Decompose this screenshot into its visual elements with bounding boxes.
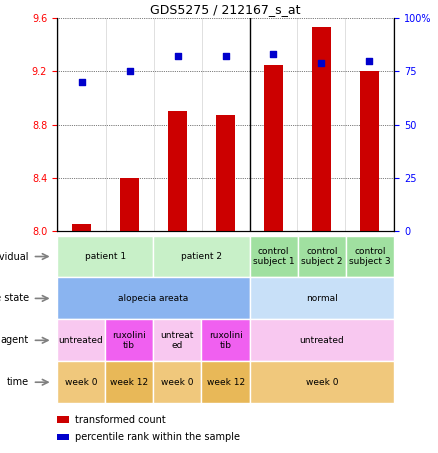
FancyBboxPatch shape (250, 277, 394, 319)
FancyBboxPatch shape (105, 361, 153, 403)
Text: week 12: week 12 (110, 378, 148, 387)
Text: week 12: week 12 (206, 378, 245, 387)
Text: time: time (7, 377, 29, 387)
Bar (168, 111, 187, 231)
FancyBboxPatch shape (250, 236, 298, 277)
Point (78, 78, 85, 86)
Bar (120, 178, 139, 231)
Bar (312, 28, 331, 231)
FancyBboxPatch shape (57, 319, 105, 361)
Text: untreated: untreated (59, 336, 103, 345)
Text: alopecia areata: alopecia areata (118, 294, 188, 303)
Text: patient 2: patient 2 (181, 252, 222, 261)
Text: untreat
ed: untreat ed (161, 331, 194, 350)
Text: normal: normal (306, 294, 338, 303)
Text: percentile rank within the sample: percentile rank within the sample (75, 432, 240, 442)
FancyBboxPatch shape (57, 361, 105, 403)
Text: control
subject 2: control subject 2 (301, 247, 343, 266)
Point (126, 68, 133, 75)
Point (174, 53, 181, 60)
Text: patient 1: patient 1 (85, 252, 126, 261)
Bar (264, 65, 283, 231)
Text: individual: individual (0, 251, 29, 261)
Bar (57, 434, 69, 440)
FancyBboxPatch shape (250, 319, 394, 361)
Text: control
subject 3: control subject 3 (349, 247, 391, 266)
FancyBboxPatch shape (201, 319, 250, 361)
Point (270, 51, 277, 58)
Text: week 0: week 0 (306, 378, 338, 387)
Text: transformed count: transformed count (75, 414, 166, 424)
Text: week 0: week 0 (161, 378, 194, 387)
FancyBboxPatch shape (153, 319, 201, 361)
Bar (360, 72, 379, 231)
FancyBboxPatch shape (250, 361, 394, 403)
FancyBboxPatch shape (105, 319, 153, 361)
Text: disease state: disease state (0, 294, 29, 304)
Text: ruxolini
tib: ruxolini tib (208, 331, 243, 350)
Text: control
subject 1: control subject 1 (253, 247, 295, 266)
FancyBboxPatch shape (153, 236, 250, 277)
FancyBboxPatch shape (201, 361, 250, 403)
Text: agent: agent (1, 335, 29, 345)
FancyBboxPatch shape (298, 236, 346, 277)
FancyBboxPatch shape (57, 277, 250, 319)
FancyBboxPatch shape (57, 236, 153, 277)
Bar (72, 224, 92, 231)
Point (222, 53, 229, 60)
Bar (57, 416, 69, 423)
Point (318, 59, 325, 67)
Title: GDS5275 / 212167_s_at: GDS5275 / 212167_s_at (150, 3, 301, 15)
Bar (216, 115, 235, 231)
Text: week 0: week 0 (65, 378, 97, 387)
Text: untreated: untreated (300, 336, 344, 345)
FancyBboxPatch shape (346, 236, 394, 277)
Text: ruxolini
tib: ruxolini tib (112, 331, 146, 350)
FancyBboxPatch shape (153, 361, 201, 403)
Point (366, 57, 373, 64)
